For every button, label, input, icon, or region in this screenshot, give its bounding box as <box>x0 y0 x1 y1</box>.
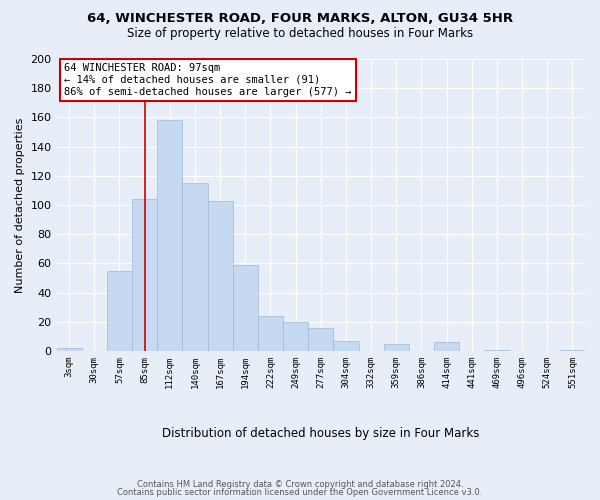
Bar <box>132 199 157 351</box>
Bar <box>182 183 208 351</box>
X-axis label: Distribution of detached houses by size in Four Marks: Distribution of detached houses by size … <box>162 427 479 440</box>
Bar <box>107 270 132 351</box>
Bar <box>56 348 82 351</box>
Bar <box>334 341 359 351</box>
Bar <box>208 200 233 351</box>
Bar <box>258 316 283 351</box>
Text: 64, WINCHESTER ROAD, FOUR MARKS, ALTON, GU34 5HR: 64, WINCHESTER ROAD, FOUR MARKS, ALTON, … <box>87 12 513 26</box>
Text: Contains HM Land Registry data © Crown copyright and database right 2024.: Contains HM Land Registry data © Crown c… <box>137 480 463 489</box>
Bar <box>233 265 258 351</box>
Bar <box>308 328 334 351</box>
Bar <box>560 350 585 351</box>
Bar <box>157 120 182 351</box>
Text: 64 WINCHESTER ROAD: 97sqm
← 14% of detached houses are smaller (91)
86% of semi-: 64 WINCHESTER ROAD: 97sqm ← 14% of detac… <box>64 64 352 96</box>
Bar <box>484 350 509 351</box>
Bar <box>383 344 409 351</box>
Bar <box>283 322 308 351</box>
Bar <box>434 342 459 351</box>
Text: Size of property relative to detached houses in Four Marks: Size of property relative to detached ho… <box>127 28 473 40</box>
Y-axis label: Number of detached properties: Number of detached properties <box>15 118 25 292</box>
Text: Contains public sector information licensed under the Open Government Licence v3: Contains public sector information licen… <box>118 488 482 497</box>
